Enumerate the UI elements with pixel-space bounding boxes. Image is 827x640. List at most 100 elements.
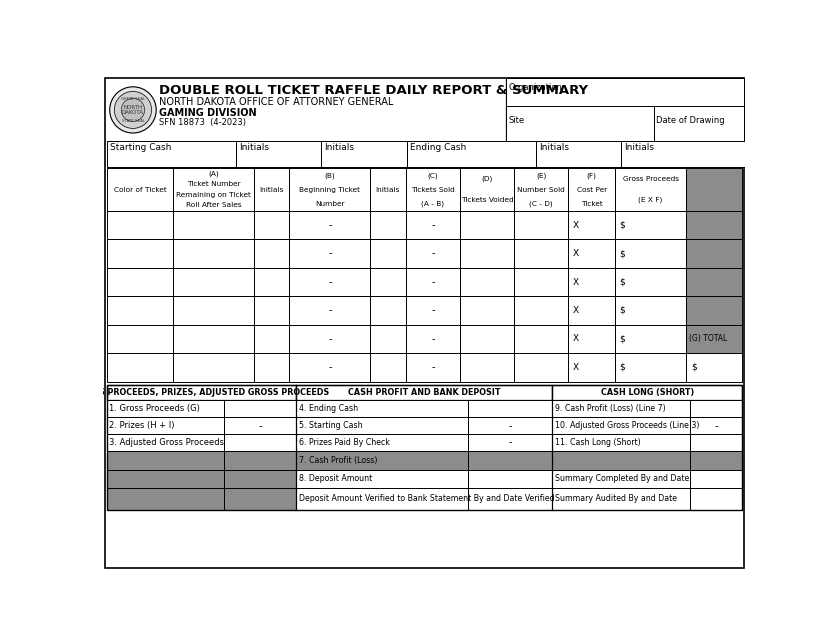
Text: (C - D): (C - D) [528,200,552,207]
Bar [107,434,223,451]
Bar [296,434,467,451]
Bar [552,488,690,509]
Text: 2. Prizes (H + I): 2. Prizes (H + I) [109,421,174,430]
Bar [107,385,741,509]
Bar [686,211,741,239]
Text: DOUBLE ROLL TICKET RAFFLE DAILY REPORT & SUMMARY: DOUBLE ROLL TICKET RAFFLE DAILY REPORT &… [159,84,588,97]
Circle shape [109,87,156,133]
Bar [296,400,467,417]
Text: STATE SEAL: STATE SEAL [122,118,144,123]
Text: (C): (C) [427,172,437,179]
Bar [460,211,514,239]
Bar [514,168,568,211]
Text: 9. Cash Profit (Loss) (Line 7): 9. Cash Profit (Loss) (Line 7) [554,404,664,413]
Text: -: - [327,362,331,372]
Text: (E X F): (E X F) [638,197,662,204]
Bar [467,470,552,488]
Text: Starting Cash: Starting Cash [109,143,171,152]
Text: Initials: Initials [538,143,568,152]
Text: 5. Starting Cash: 5. Starting Cash [299,421,362,430]
Bar [173,324,254,353]
Bar [107,296,173,324]
Bar [514,239,568,268]
Bar [514,296,568,324]
Bar [568,324,614,353]
Bar [289,296,370,324]
Text: (F): (F) [586,172,596,179]
Text: X: X [572,363,579,372]
Bar [107,268,173,296]
Text: $: $ [619,278,624,287]
Bar [467,434,552,451]
Bar [107,324,173,353]
Bar [254,268,289,296]
Bar [467,488,552,509]
Bar [296,385,552,400]
Bar [370,353,405,381]
Text: 1. Gross Proceeds (G): 1. Gross Proceeds (G) [109,404,199,413]
Text: Roll After Sales: Roll After Sales [185,202,241,209]
Bar [107,385,296,400]
Text: Summary Audited By and Date: Summary Audited By and Date [554,494,676,503]
Bar [405,211,460,239]
Bar [405,168,460,211]
Bar [568,268,614,296]
Bar [552,451,690,470]
Text: -: - [327,305,331,316]
Text: Ending Cash: Ending Cash [409,143,466,152]
Text: -: - [258,420,261,431]
Bar [614,239,686,268]
Text: -: - [431,220,434,230]
Text: -: - [508,438,511,447]
Text: NORTH
DAKOTA: NORTH DAKOTA [122,104,144,115]
Bar [370,296,405,324]
Text: X: X [572,221,579,230]
Text: 4. Ending Cash: 4. Ending Cash [299,404,357,413]
Bar [223,488,296,509]
Text: Number Sold: Number Sold [517,187,565,193]
Text: 6. Prizes Paid By Check: 6. Prizes Paid By Check [299,438,390,447]
Bar [653,106,743,141]
Bar [690,470,741,488]
Bar [406,141,535,167]
Bar [506,78,743,141]
Text: 3. Adjusted Gross Proceeds: 3. Adjusted Gross Proceeds [109,438,223,447]
Bar [107,168,173,211]
Bar [107,400,223,417]
Bar [568,353,614,381]
Bar [552,400,690,417]
Bar [690,488,741,509]
Bar [514,211,568,239]
Text: (E): (E) [536,172,546,179]
Bar [223,451,296,470]
Bar [614,211,686,239]
Text: 11. Cash Long (Short): 11. Cash Long (Short) [554,438,639,447]
Bar [296,417,467,434]
Bar [614,353,686,381]
Bar [686,168,741,211]
Bar [173,296,254,324]
Text: 8. Deposit Amount: 8. Deposit Amount [299,474,371,483]
Text: GAMING DIVISION: GAMING DIVISION [159,108,256,118]
Text: -: - [714,420,717,431]
Bar [460,268,514,296]
Text: NORTH DAKOTA OFFICE OF ATTORNEY GENERAL: NORTH DAKOTA OFFICE OF ATTORNEY GENERAL [159,97,393,107]
Text: X: X [572,306,579,315]
Bar [405,353,460,381]
Text: Deposit Amount Verified to Bank Statement By and Date Verified: Deposit Amount Verified to Bank Statemen… [299,494,554,503]
Bar [107,239,173,268]
Bar [107,211,173,239]
Bar [254,324,289,353]
Bar [405,268,460,296]
Bar [568,239,614,268]
Bar [296,470,467,488]
Bar [223,417,296,434]
Text: 7. Cash Profit (Loss): 7. Cash Profit (Loss) [299,456,377,465]
Bar [690,400,741,417]
Text: -: - [327,220,331,230]
Bar [467,417,552,434]
Text: Summary Completed By and Date: Summary Completed By and Date [554,474,688,483]
Bar [405,239,460,268]
Bar [107,470,223,488]
Text: X: X [572,335,579,344]
